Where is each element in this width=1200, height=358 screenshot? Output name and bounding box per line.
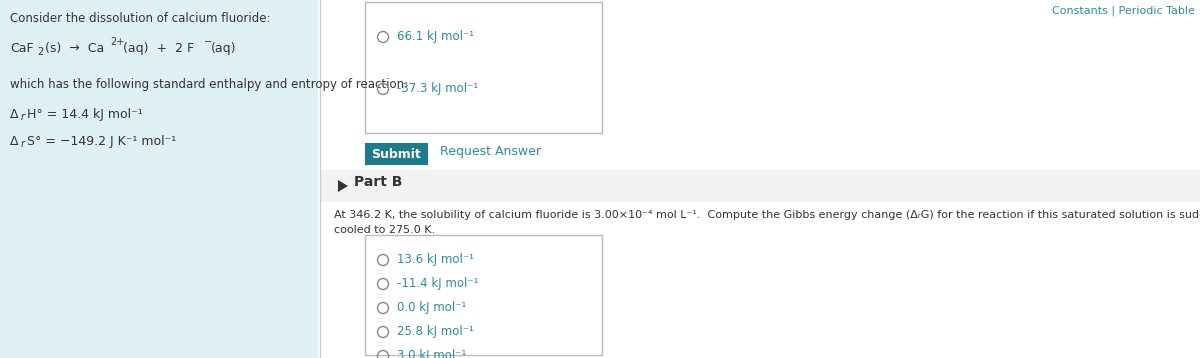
Text: Consider the dissolution of calcium fluoride:: Consider the dissolution of calcium fluo…: [10, 12, 270, 25]
Polygon shape: [338, 180, 348, 192]
Text: 25.8 kJ mol⁻¹: 25.8 kJ mol⁻¹: [397, 325, 474, 338]
Text: S° = −149.2 J K⁻¹ mol⁻¹: S° = −149.2 J K⁻¹ mol⁻¹: [28, 135, 176, 148]
Text: r: r: [22, 139, 25, 149]
Text: Δ: Δ: [10, 108, 18, 121]
Text: Request Answer: Request Answer: [440, 145, 541, 158]
Text: 13.6 kJ mol⁻¹: 13.6 kJ mol⁻¹: [397, 253, 474, 266]
Text: r: r: [22, 112, 25, 122]
Text: CaF: CaF: [10, 42, 34, 55]
Text: -37.3 kJ mol⁻¹: -37.3 kJ mol⁻¹: [397, 82, 479, 95]
Text: (aq)  +  2 F: (aq) + 2 F: [124, 42, 194, 55]
Text: which has the following standard enthalpy and entropy of reaction:: which has the following standard enthalp…: [10, 78, 408, 91]
Text: Δ: Δ: [10, 135, 18, 148]
Text: Part B: Part B: [354, 175, 402, 189]
Text: H° = 14.4 kJ mol⁻¹: H° = 14.4 kJ mol⁻¹: [28, 108, 143, 121]
Text: (s)  →  Ca: (s) → Ca: [46, 42, 104, 55]
Text: Submit: Submit: [371, 147, 421, 160]
Text: cooled to 275.0 K.: cooled to 275.0 K.: [334, 225, 436, 235]
Text: Constants | Periodic Table: Constants | Periodic Table: [1052, 5, 1195, 15]
Bar: [365, 143, 428, 165]
Text: -11.4 kJ mol⁻¹: -11.4 kJ mol⁻¹: [397, 277, 479, 290]
Bar: [365, 2, 602, 133]
Text: 66.1 kJ mol⁻¹: 66.1 kJ mol⁻¹: [397, 30, 474, 43]
Text: 3.0 kJ mol⁻¹: 3.0 kJ mol⁻¹: [397, 349, 467, 358]
Text: At 346.2 K, the solubility of calcium fluoride is 3.00×10⁻⁴ mol L⁻¹.  Compute th: At 346.2 K, the solubility of calcium fl…: [334, 210, 1200, 220]
Text: 2+: 2+: [110, 37, 125, 47]
Text: 2: 2: [37, 47, 43, 57]
Bar: [320, 170, 1200, 202]
Bar: [320, 0, 1200, 358]
Text: 0.0 kJ mol⁻¹: 0.0 kJ mol⁻¹: [397, 301, 467, 314]
Bar: [0, 0, 318, 358]
Bar: [365, 235, 602, 355]
Text: −: −: [204, 37, 212, 47]
Text: (aq): (aq): [211, 42, 236, 55]
